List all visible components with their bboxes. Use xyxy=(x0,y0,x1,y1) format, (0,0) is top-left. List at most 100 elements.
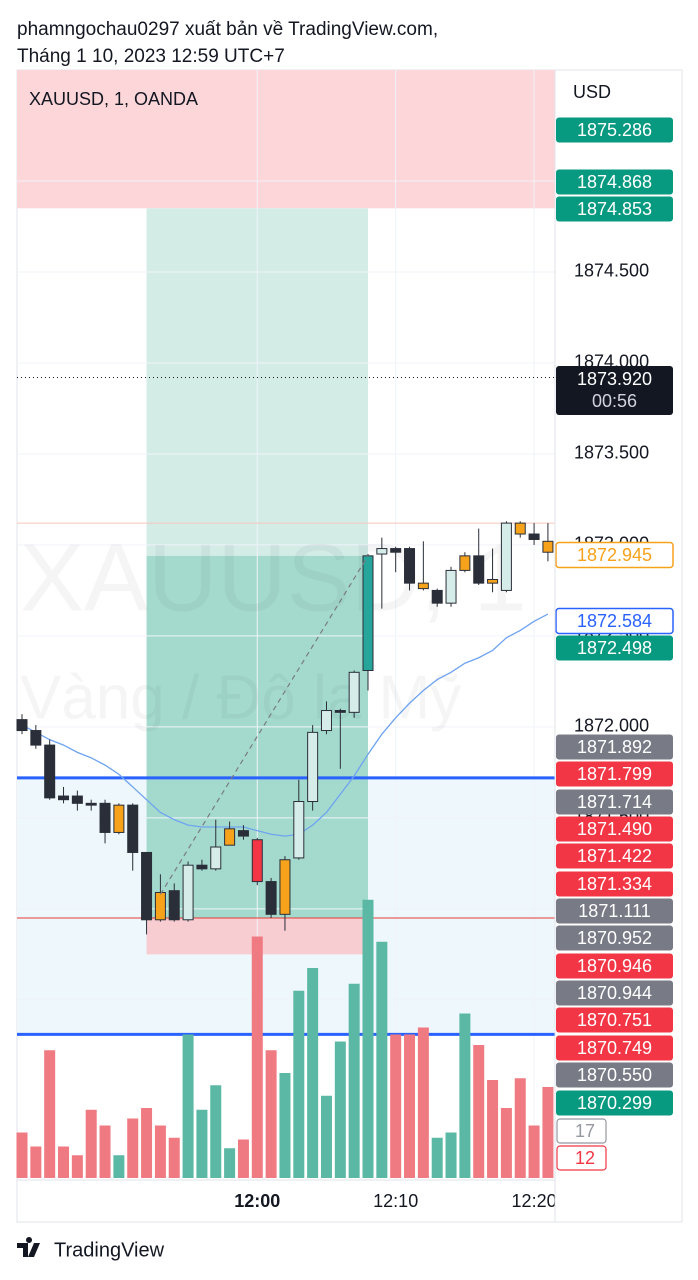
candle-body xyxy=(500,522,512,591)
price-label-box xyxy=(555,541,674,569)
volume-bar xyxy=(279,1073,291,1178)
candle-body xyxy=(431,589,443,604)
candle-body xyxy=(459,555,471,571)
price-label: 1870.751 xyxy=(577,1010,652,1030)
price-label-box xyxy=(556,1007,673,1033)
volume-bar xyxy=(528,1125,540,1178)
price-label-box xyxy=(556,871,673,897)
brand: TradingView xyxy=(54,1239,165,1261)
volume-bar xyxy=(390,1034,402,1178)
volume-label: 17 xyxy=(575,1121,595,1141)
candle-body xyxy=(417,582,429,590)
watermark: XAUUSD, 1 xyxy=(20,524,527,631)
candle-body xyxy=(251,839,263,883)
volume-label-box xyxy=(556,1118,607,1144)
candle-body xyxy=(514,522,526,535)
volume-bar xyxy=(514,1078,526,1178)
watermark: Vàng / Đô la Mỹ xyxy=(20,663,461,732)
candle-body xyxy=(473,555,485,584)
price-label: 1872.584 xyxy=(577,611,652,631)
author-line: phamngochau0297 xuất bản về TradingView.… xyxy=(17,19,438,40)
price-label-box xyxy=(556,1035,673,1061)
price-label: 1874.853 xyxy=(577,199,652,219)
price-label: 1871.334 xyxy=(577,874,652,894)
price-label: 1875.286 xyxy=(577,120,652,140)
candle-body xyxy=(390,548,402,553)
price-label: 1874.868 xyxy=(577,172,652,192)
candle-body xyxy=(376,548,388,555)
trend-line xyxy=(159,555,369,895)
logo-mark xyxy=(17,1237,40,1257)
volume-bar xyxy=(417,1027,429,1178)
volume-bar xyxy=(487,1080,499,1178)
volume-bar xyxy=(99,1125,111,1178)
price-label-box xyxy=(556,898,673,924)
candle-body xyxy=(307,731,319,803)
countdown: 00:56 xyxy=(592,391,637,411)
volume-bar xyxy=(334,1041,346,1178)
x-tick-label: 12:10 xyxy=(373,1191,418,1211)
candle-body xyxy=(320,710,332,732)
price-label: 1870.952 xyxy=(577,928,652,948)
volume-bar xyxy=(113,1155,125,1178)
footer-logo: TradingView xyxy=(17,1237,165,1261)
volume-label: 12 xyxy=(575,1148,595,1168)
candle-body xyxy=(113,804,125,833)
candle-body xyxy=(168,890,180,921)
candle-body xyxy=(362,555,374,671)
current-price-label: 1873.920 xyxy=(577,369,652,389)
volume-bar xyxy=(71,1155,83,1178)
volume-bar xyxy=(473,1045,485,1178)
price-label-box xyxy=(556,635,673,661)
candle-body xyxy=(445,569,457,604)
price-label-box xyxy=(556,980,673,1006)
currency: USD xyxy=(573,82,611,102)
volume-bar xyxy=(265,1050,277,1178)
candle-body xyxy=(16,719,28,732)
price-label: 1871.892 xyxy=(577,737,652,757)
volume-label-box xyxy=(556,1145,607,1171)
price-label: 1871.714 xyxy=(577,792,652,812)
volume-bar xyxy=(431,1137,443,1178)
volume-bar xyxy=(404,1034,416,1178)
candle-body xyxy=(542,540,554,553)
volume-bar xyxy=(168,1137,180,1178)
candle-body xyxy=(348,671,360,713)
y-tick-label: 1872.000 xyxy=(574,716,649,736)
price-label-box xyxy=(556,117,673,143)
volume-bar xyxy=(376,941,388,1178)
candle-body xyxy=(265,881,277,915)
price-label-box xyxy=(556,761,673,787)
volume-bar xyxy=(154,1125,166,1178)
price-label: 1870.299 xyxy=(577,1093,652,1113)
candle-body xyxy=(99,802,111,833)
candle-body xyxy=(85,802,97,806)
candle-body xyxy=(196,864,208,870)
volume-bar xyxy=(293,990,305,1178)
candle-body xyxy=(71,795,83,804)
date-line: Tháng 1 10, 2023 12:59 UTC+7 xyxy=(17,46,285,67)
candle-body xyxy=(141,851,153,921)
price-label-box xyxy=(555,607,674,635)
candle-body xyxy=(334,710,346,713)
volume-bar xyxy=(141,1108,153,1178)
volume-bar xyxy=(16,1132,28,1178)
volume-bar xyxy=(320,1095,332,1178)
y-tick-label: 1873.500 xyxy=(574,443,649,463)
candle-body xyxy=(154,891,166,921)
volume-bar xyxy=(251,936,263,1178)
volume-bar xyxy=(182,1034,194,1178)
price-label-box xyxy=(556,925,673,951)
candle-body xyxy=(528,533,540,540)
zone xyxy=(17,70,555,209)
volume-bar xyxy=(44,1050,56,1178)
candle-body xyxy=(224,828,236,846)
candle-body xyxy=(127,804,139,853)
candle-body xyxy=(237,830,249,837)
candle-body xyxy=(293,801,305,859)
price-label: 1870.944 xyxy=(577,983,652,1003)
price-label-box xyxy=(556,734,673,760)
y-tick-label: 1874.500 xyxy=(574,261,649,281)
price-label-box xyxy=(556,1062,673,1088)
